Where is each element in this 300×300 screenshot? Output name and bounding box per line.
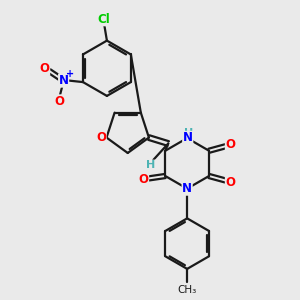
Text: H: H — [146, 160, 156, 170]
Text: +: + — [66, 69, 74, 79]
Text: H: H — [184, 128, 193, 138]
Text: CH₃: CH₃ — [178, 285, 197, 295]
Text: O: O — [40, 62, 50, 75]
Text: O: O — [54, 95, 64, 108]
Text: Cl: Cl — [98, 13, 110, 26]
Text: O: O — [225, 138, 236, 151]
Text: N: N — [182, 182, 192, 195]
Text: O: O — [96, 131, 106, 144]
Text: N: N — [183, 131, 193, 144]
Text: O: O — [225, 176, 236, 189]
Text: O: O — [139, 173, 148, 186]
Text: N: N — [58, 74, 69, 87]
